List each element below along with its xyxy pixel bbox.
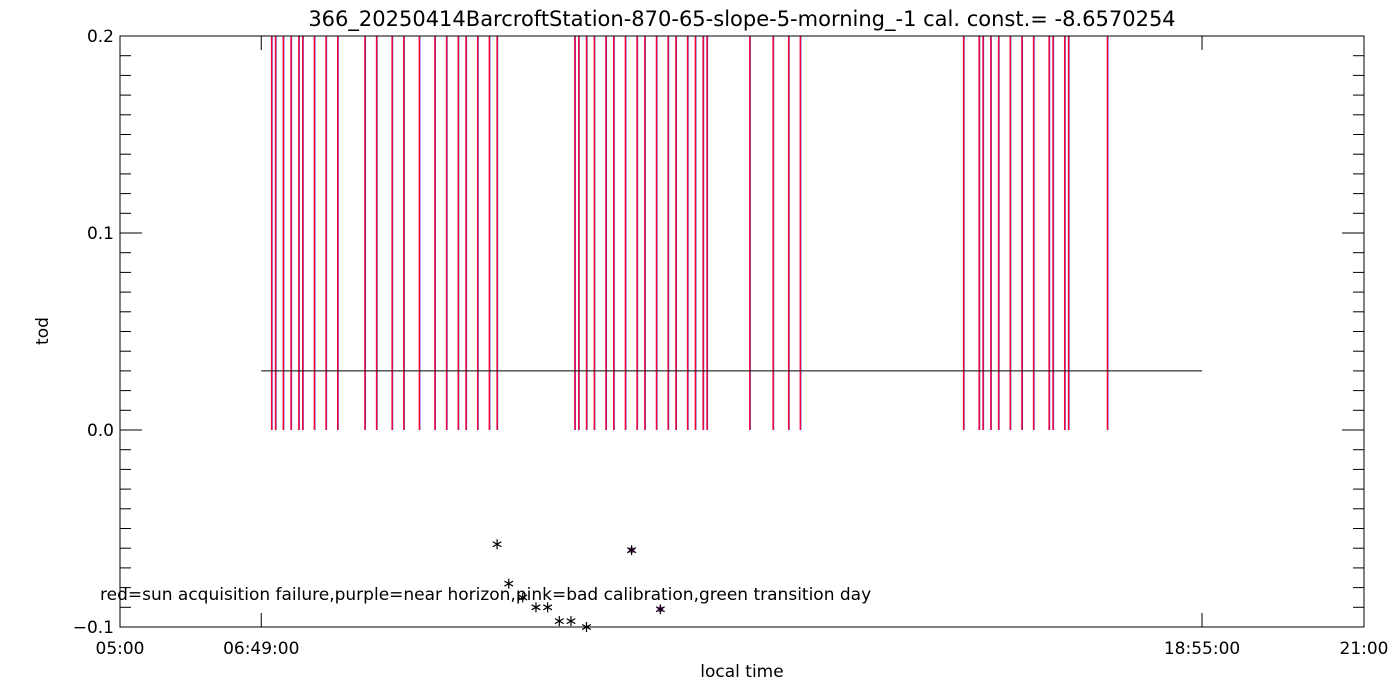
point-stroke <box>492 541 502 548</box>
point-stroke <box>626 547 637 554</box>
x-tick-label: 05:00 <box>96 639 145 659</box>
plot-frame <box>119 35 1365 628</box>
data-point <box>566 616 576 627</box>
data-point <box>626 545 637 556</box>
point-stroke <box>542 604 553 611</box>
x-tick-label: 06:49:00 <box>223 639 299 659</box>
y-tick-label: 0.0 <box>87 421 114 441</box>
axis-ticks <box>119 35 1365 628</box>
flag-lines <box>270 36 1109 430</box>
legend-note: red=sun acquisition failure,purple=near … <box>100 585 871 605</box>
data-point <box>554 616 564 627</box>
data-point <box>542 602 553 613</box>
point-stroke <box>531 604 541 611</box>
data-point <box>504 578 514 589</box>
tick-labels: −0.1 0.0 0.1 0.2 05:00 06:49:00 18:55:00 21:00 <box>73 27 1389 659</box>
point-stroke <box>566 618 576 625</box>
x-tick-label: 21:00 <box>1340 639 1389 659</box>
data-point <box>492 539 502 550</box>
y-axis-label: tod <box>33 317 53 345</box>
x-tick-label: 18:55:00 <box>1164 639 1240 659</box>
point-stroke <box>518 594 528 601</box>
chart-title: 366_20250414BarcroftStation-870-65-slope… <box>308 7 1175 32</box>
y-tick-label: −0.1 <box>73 618 114 638</box>
x-axis-label: local time <box>700 662 783 682</box>
data-point <box>655 604 665 615</box>
point-stroke <box>655 606 665 613</box>
y-tick-label: 0.1 <box>87 224 114 244</box>
data-point <box>531 602 541 613</box>
y-tick-label: 0.2 <box>87 27 114 47</box>
data-point <box>518 592 528 603</box>
point-stroke <box>504 580 514 587</box>
point-stroke <box>554 618 564 625</box>
